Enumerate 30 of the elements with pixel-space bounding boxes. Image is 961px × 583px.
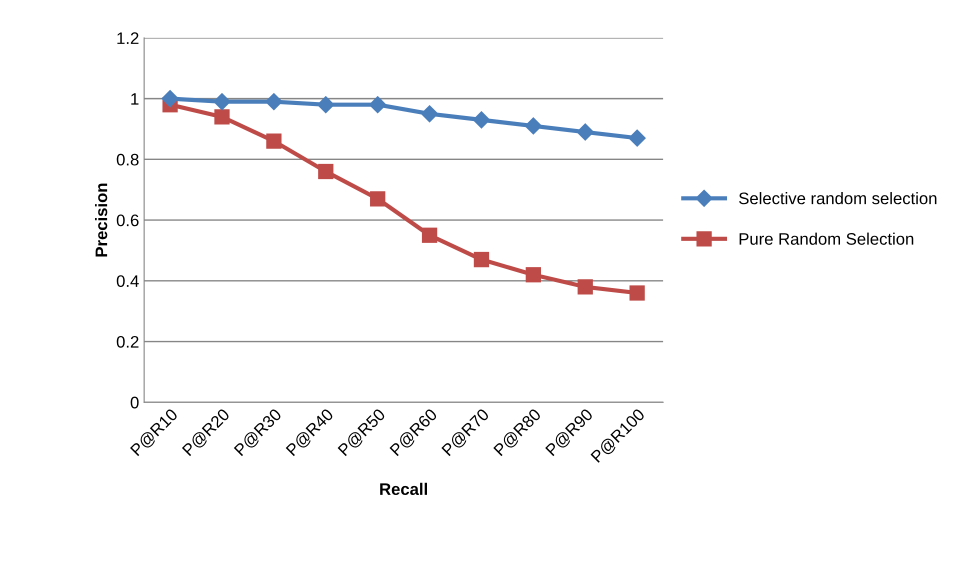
- point: [422, 228, 438, 243]
- point: [421, 105, 438, 122]
- point: [576, 123, 594, 141]
- point: [162, 90, 179, 108]
- point: [265, 93, 282, 110]
- y-tick-label: 0.4: [116, 275, 139, 288]
- point: [524, 117, 542, 135]
- point: [474, 252, 490, 268]
- y-tick-label: 1.2: [117, 32, 138, 44]
- y-tick-label: 0: [130, 396, 139, 408]
- point: [214, 109, 230, 124]
- legend-label: Selective random selection: [739, 192, 936, 204]
- y-tick-label: 1: [131, 93, 138, 105]
- point: [370, 191, 386, 206]
- point: [213, 93, 231, 110]
- y-axis-title: Precision: [95, 184, 108, 256]
- point: [578, 279, 593, 295]
- point: [630, 285, 645, 301]
- point: [266, 133, 282, 149]
- point: [472, 111, 490, 128]
- point: [526, 267, 541, 282]
- y-tick-label: 0.2: [116, 336, 138, 348]
- point: [317, 96, 334, 114]
- point: [318, 164, 334, 180]
- point: [369, 96, 386, 114]
- x-axis-title: Recall: [380, 482, 427, 496]
- point: [628, 130, 646, 147]
- legend-label: Pure Random Selection: [740, 232, 914, 245]
- y-tick-label: 0.6: [116, 214, 139, 226]
- y-tick-label: 0.8: [116, 154, 139, 166]
